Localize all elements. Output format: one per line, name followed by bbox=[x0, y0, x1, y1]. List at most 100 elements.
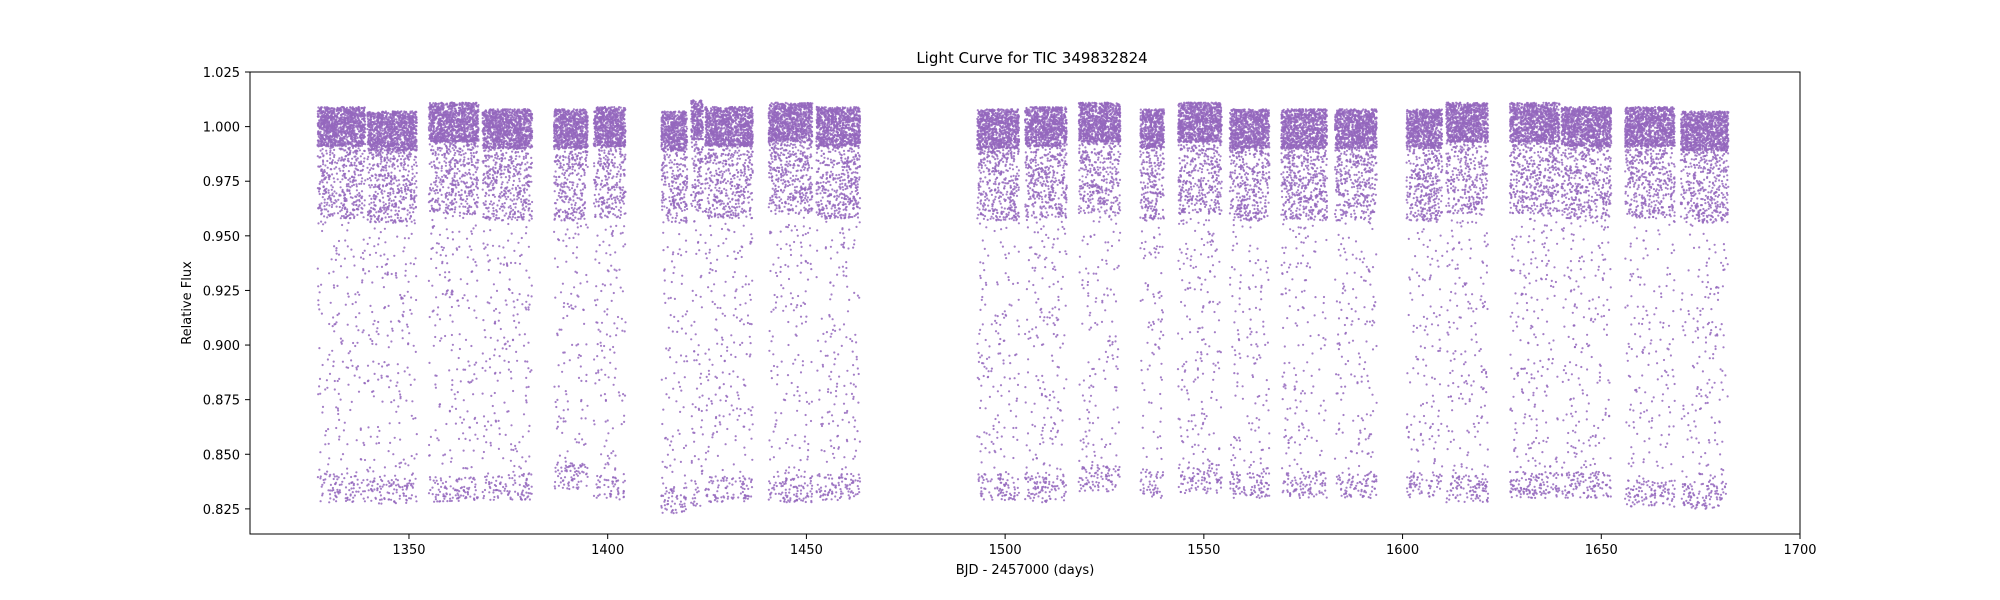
flux-point bbox=[327, 358, 329, 360]
flux-point bbox=[394, 214, 396, 216]
flux-point bbox=[353, 215, 355, 217]
flux-point bbox=[400, 298, 402, 300]
flux-point bbox=[320, 106, 322, 108]
flux-point bbox=[322, 196, 324, 198]
flux-point bbox=[400, 462, 402, 464]
flux-point bbox=[330, 168, 332, 170]
flux-point bbox=[411, 168, 413, 170]
flux-point bbox=[327, 489, 329, 491]
flux-point bbox=[372, 361, 374, 363]
flux-point bbox=[327, 167, 329, 169]
flux-point bbox=[349, 127, 351, 129]
flux-point bbox=[404, 463, 406, 465]
flux-point bbox=[331, 112, 333, 114]
flux-point bbox=[317, 304, 319, 306]
flux-point bbox=[402, 489, 404, 491]
flux-point bbox=[368, 134, 370, 136]
flux-point bbox=[335, 144, 337, 146]
flux-point bbox=[381, 365, 383, 367]
flux-point bbox=[388, 202, 390, 204]
flux-point bbox=[393, 199, 395, 201]
flux-point bbox=[335, 259, 337, 261]
flux-point bbox=[338, 491, 340, 493]
flux-point bbox=[345, 177, 347, 179]
flux-point bbox=[382, 201, 384, 203]
flux-point bbox=[338, 240, 340, 242]
flux-point bbox=[369, 211, 371, 213]
flux-point bbox=[380, 488, 382, 490]
flux-point bbox=[323, 130, 325, 132]
flux-point bbox=[411, 221, 413, 223]
flux-point bbox=[361, 163, 363, 165]
flux-point bbox=[380, 150, 382, 152]
flux-point bbox=[345, 486, 347, 488]
flux-point bbox=[368, 126, 370, 128]
flux-point bbox=[370, 202, 372, 204]
flux-point bbox=[343, 429, 345, 431]
flux-point bbox=[393, 123, 395, 125]
flux-point bbox=[357, 157, 359, 159]
flux-point bbox=[376, 129, 378, 131]
flux-point bbox=[333, 330, 335, 332]
flux-point bbox=[415, 478, 417, 480]
flux-point bbox=[326, 124, 328, 126]
flux-point bbox=[367, 243, 369, 245]
flux-point bbox=[361, 107, 363, 109]
flux-point bbox=[388, 386, 390, 388]
flux-point bbox=[355, 301, 357, 303]
flux-point bbox=[328, 178, 330, 180]
flux-point bbox=[320, 475, 322, 477]
flux-point bbox=[335, 321, 337, 323]
flux-point bbox=[343, 197, 345, 199]
flux-point bbox=[384, 127, 386, 129]
flux-point bbox=[328, 139, 330, 141]
flux-point bbox=[355, 204, 357, 206]
flux-point bbox=[345, 155, 347, 157]
flux-point bbox=[402, 166, 404, 168]
flux-point bbox=[354, 173, 356, 175]
flux-point bbox=[362, 269, 364, 271]
flux-point bbox=[375, 177, 377, 179]
flux-point bbox=[389, 113, 391, 115]
flux-point bbox=[344, 422, 346, 424]
flux-point bbox=[322, 171, 324, 173]
flux-point bbox=[415, 143, 417, 145]
flux-point bbox=[383, 208, 385, 210]
flux-point bbox=[361, 202, 363, 204]
flux-point bbox=[390, 120, 392, 122]
flux-point bbox=[346, 497, 348, 499]
flux-point bbox=[405, 488, 407, 490]
flux-point bbox=[332, 487, 334, 489]
flux-point bbox=[410, 384, 412, 386]
flux-point bbox=[384, 228, 386, 230]
flux-point bbox=[363, 157, 365, 159]
flux-point bbox=[390, 132, 392, 134]
flux-point bbox=[345, 109, 347, 111]
flux-point bbox=[413, 159, 415, 161]
flux-point bbox=[322, 134, 324, 136]
flux-point bbox=[411, 455, 413, 457]
flux-point bbox=[388, 485, 390, 487]
flux-point bbox=[388, 498, 390, 500]
flux-point bbox=[382, 130, 384, 132]
flux-point bbox=[324, 208, 326, 210]
flux-point bbox=[353, 204, 355, 206]
flux-point bbox=[340, 148, 342, 150]
flux-point bbox=[329, 109, 331, 111]
flux-point bbox=[353, 264, 355, 266]
flux-point bbox=[353, 164, 355, 166]
flux-point bbox=[350, 137, 352, 139]
flux-point bbox=[350, 119, 352, 121]
flux-point bbox=[388, 118, 390, 120]
flux-point bbox=[333, 212, 335, 214]
flux-point bbox=[330, 126, 332, 128]
flux-point bbox=[378, 146, 380, 148]
flux-point bbox=[332, 142, 334, 144]
flux-point bbox=[346, 151, 348, 153]
flux-point bbox=[369, 186, 371, 188]
flux-point bbox=[388, 124, 390, 126]
flux-point bbox=[352, 303, 354, 305]
flux-point bbox=[322, 223, 324, 225]
flux-point bbox=[382, 133, 384, 135]
flux-point bbox=[380, 154, 382, 156]
